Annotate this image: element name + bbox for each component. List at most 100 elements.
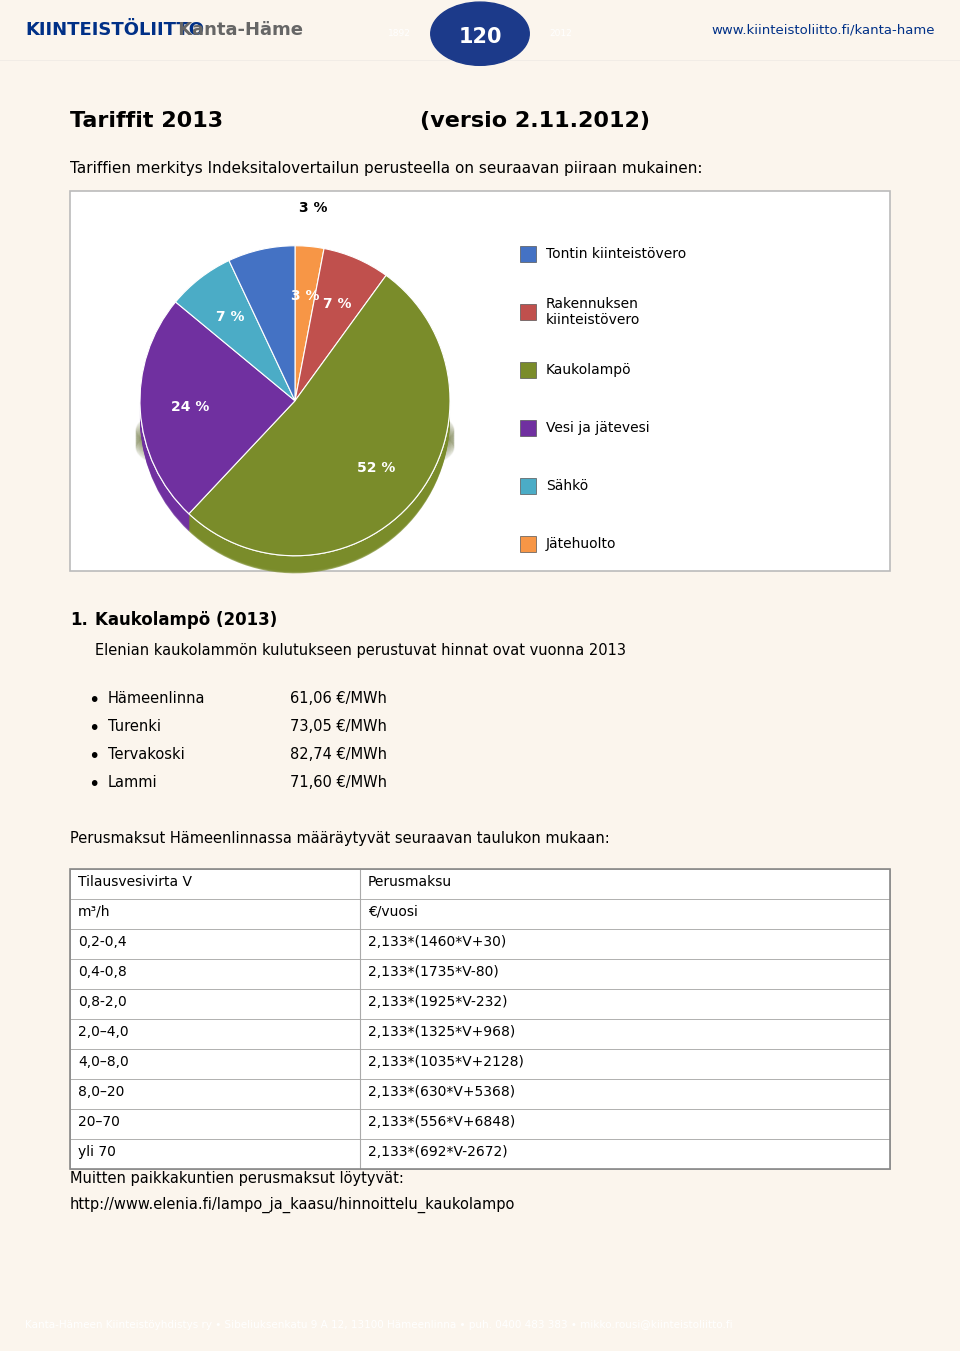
Text: KIINTEISTÖLIITTO: KIINTEISTÖLIITTO xyxy=(25,22,204,39)
Text: •: • xyxy=(88,719,100,738)
Wedge shape xyxy=(189,292,450,571)
Text: 3 %: 3 % xyxy=(299,201,327,215)
Text: 2,0–4,0: 2,0–4,0 xyxy=(78,1024,129,1039)
Wedge shape xyxy=(229,249,295,404)
Text: €/vuosi: €/vuosi xyxy=(368,905,418,919)
Text: 2,133*(1735*V-80): 2,133*(1735*V-80) xyxy=(368,965,499,978)
FancyBboxPatch shape xyxy=(520,362,536,378)
Wedge shape xyxy=(189,293,450,573)
Text: •: • xyxy=(88,747,100,766)
Wedge shape xyxy=(189,289,450,570)
Wedge shape xyxy=(176,267,295,408)
Wedge shape xyxy=(229,254,295,409)
Text: •: • xyxy=(88,690,100,709)
Text: 71,60 €/MWh: 71,60 €/MWh xyxy=(290,774,387,790)
Wedge shape xyxy=(189,289,450,569)
Wedge shape xyxy=(229,258,295,413)
Wedge shape xyxy=(229,247,295,403)
Wedge shape xyxy=(176,263,295,403)
Wedge shape xyxy=(229,261,295,415)
Text: Tilausvesivirta V: Tilausvesivirta V xyxy=(78,874,192,889)
Wedge shape xyxy=(176,276,295,416)
Wedge shape xyxy=(140,312,295,523)
Text: Elenian kaukolammön kulutukseen perustuvat hinnat ovat vuonna 2013: Elenian kaukolammön kulutukseen perustuv… xyxy=(95,643,626,658)
Wedge shape xyxy=(140,316,295,528)
FancyBboxPatch shape xyxy=(70,1078,890,1109)
Wedge shape xyxy=(140,303,295,513)
Wedge shape xyxy=(189,278,450,559)
Wedge shape xyxy=(189,280,450,561)
Wedge shape xyxy=(229,257,295,412)
Wedge shape xyxy=(189,280,450,559)
Wedge shape xyxy=(189,281,450,562)
Wedge shape xyxy=(176,261,295,401)
Text: 0,2-0,4: 0,2-0,4 xyxy=(78,935,127,948)
Text: Perusmaksut Hämeenlinnassa määräytyvät seuraavan taulukon mukaan:: Perusmaksut Hämeenlinnassa määräytyvät s… xyxy=(70,831,610,846)
Wedge shape xyxy=(140,307,295,519)
Wedge shape xyxy=(140,309,295,521)
Wedge shape xyxy=(176,267,295,407)
Wedge shape xyxy=(140,305,295,517)
Text: Rakennuksen
kiinteistövero: Rakennuksen kiinteistövero xyxy=(546,297,640,327)
Wedge shape xyxy=(140,308,295,520)
Text: yli 70: yli 70 xyxy=(78,1144,116,1159)
Text: Tariffien merkitys Indeksitalovertailun perusteella on seuraavan piiraan mukaine: Tariffien merkitys Indeksitalovertailun … xyxy=(70,161,703,176)
Wedge shape xyxy=(140,304,295,516)
Text: Lammi: Lammi xyxy=(108,774,157,790)
Text: 2012: 2012 xyxy=(549,30,572,38)
Wedge shape xyxy=(189,292,450,573)
Wedge shape xyxy=(140,309,295,521)
Wedge shape xyxy=(295,246,324,401)
Wedge shape xyxy=(176,261,295,401)
Wedge shape xyxy=(229,250,295,405)
FancyBboxPatch shape xyxy=(70,928,890,959)
Text: 2,133*(1925*V-232): 2,133*(1925*V-232) xyxy=(368,994,508,1009)
FancyBboxPatch shape xyxy=(70,989,890,1019)
Wedge shape xyxy=(140,315,295,527)
Wedge shape xyxy=(229,254,295,409)
Wedge shape xyxy=(189,277,450,558)
Wedge shape xyxy=(176,265,295,405)
Wedge shape xyxy=(189,284,450,565)
Wedge shape xyxy=(229,253,295,407)
Text: 82,74 €/MWh: 82,74 €/MWh xyxy=(290,747,387,762)
Text: Tariffit 2013: Tariffit 2013 xyxy=(70,111,223,131)
Wedge shape xyxy=(140,316,295,527)
FancyBboxPatch shape xyxy=(70,898,890,928)
Wedge shape xyxy=(176,261,295,401)
Text: Kanta-Häme: Kanta-Häme xyxy=(172,22,303,39)
Text: (versio 2.11.2012): (versio 2.11.2012) xyxy=(420,111,650,131)
Text: Kaukolampö: Kaukolampö xyxy=(546,363,632,377)
Text: 0,4-0,8: 0,4-0,8 xyxy=(78,965,127,978)
Wedge shape xyxy=(176,265,295,405)
Wedge shape xyxy=(229,251,295,407)
Wedge shape xyxy=(189,276,450,557)
Text: Vesi ja jätevesi: Vesi ja jätevesi xyxy=(546,420,650,435)
Wedge shape xyxy=(189,284,450,563)
Text: 1892: 1892 xyxy=(388,30,411,38)
Wedge shape xyxy=(229,259,295,415)
Wedge shape xyxy=(176,277,295,417)
Wedge shape xyxy=(140,311,295,523)
Wedge shape xyxy=(176,273,295,413)
Wedge shape xyxy=(176,266,295,407)
Wedge shape xyxy=(189,290,450,571)
Wedge shape xyxy=(140,319,295,531)
Text: Tontin kiinteistövero: Tontin kiinteistövero xyxy=(546,247,686,261)
Ellipse shape xyxy=(431,3,529,65)
Wedge shape xyxy=(176,269,295,409)
Text: 0,8-2,0: 0,8-2,0 xyxy=(78,994,127,1009)
Wedge shape xyxy=(189,276,450,555)
Wedge shape xyxy=(176,273,295,413)
FancyBboxPatch shape xyxy=(520,246,536,262)
Text: 24 %: 24 % xyxy=(171,400,209,415)
Text: Perusmaksu: Perusmaksu xyxy=(368,874,452,889)
Wedge shape xyxy=(140,313,295,526)
Text: Hämeenlinna: Hämeenlinna xyxy=(108,690,205,705)
Wedge shape xyxy=(229,246,295,401)
Wedge shape xyxy=(140,303,295,515)
Wedge shape xyxy=(176,270,295,411)
Text: 8,0–20: 8,0–20 xyxy=(78,1085,125,1098)
Wedge shape xyxy=(140,305,295,517)
Text: Muitten paikkakuntien perusmaksut löytyvät:: Muitten paikkakuntien perusmaksut löytyv… xyxy=(70,1171,404,1186)
